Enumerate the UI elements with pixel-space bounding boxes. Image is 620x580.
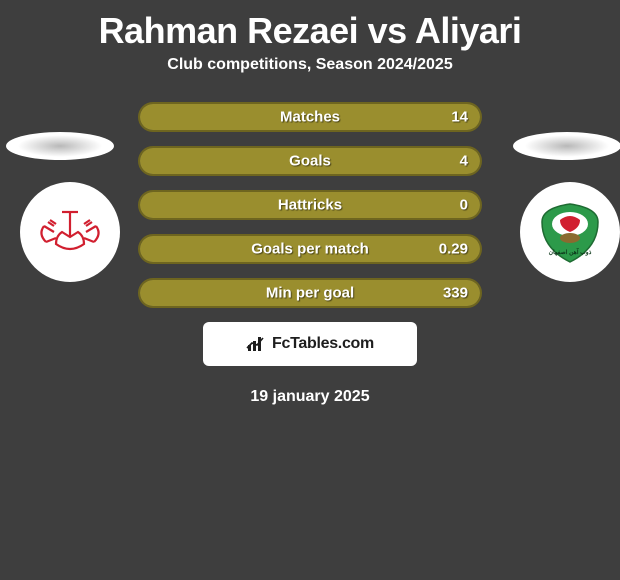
player-avatar-right <box>513 132 620 160</box>
subtitle: Club competitions, Season 2024/2025 <box>0 56 620 74</box>
stat-label: Matches <box>140 109 480 126</box>
club-crest-right: ذوب آهن اصفهان <box>520 182 620 282</box>
svg-text:ذوب آهن اصفهان: ذوب آهن اصفهان <box>549 248 592 256</box>
stat-value: 4 <box>460 153 468 170</box>
stat-bar-goals: Goals 4 <box>138 146 482 176</box>
club-crest-left <box>20 182 120 282</box>
stat-label: Goals per match <box>140 241 480 258</box>
stat-value: 14 <box>451 109 468 126</box>
stat-bar-hattricks: Hattricks 0 <box>138 190 482 220</box>
stat-value: 339 <box>443 285 468 302</box>
stat-bars: Matches 14 Goals 4 Hattricks 0 Goals per… <box>138 102 482 308</box>
bar-chart-icon <box>246 334 266 354</box>
stat-bar-matches: Matches 14 <box>138 102 482 132</box>
stat-value: 0 <box>460 197 468 214</box>
stat-label: Goals <box>140 153 480 170</box>
date-label: 19 january 2025 <box>0 388 620 406</box>
comparison-card: Rahman Rezaei vs Aliyari Club competitio… <box>0 10 620 406</box>
stat-label: Hattricks <box>140 197 480 214</box>
stat-value: 0.29 <box>439 241 468 258</box>
player-avatar-left <box>6 132 114 160</box>
crest-right-icon: ذوب آهن اصفهان <box>520 182 620 282</box>
stat-bar-goals-per-match: Goals per match 0.29 <box>138 234 482 264</box>
crest-left-icon <box>20 182 120 282</box>
brand-badge: FcTables.com <box>203 322 417 366</box>
stat-bar-min-per-goal: Min per goal 339 <box>138 278 482 308</box>
stat-label: Min per goal <box>140 285 480 302</box>
page-title: Rahman Rezaei vs Aliyari <box>0 10 620 52</box>
brand-text: FcTables.com <box>272 335 374 353</box>
